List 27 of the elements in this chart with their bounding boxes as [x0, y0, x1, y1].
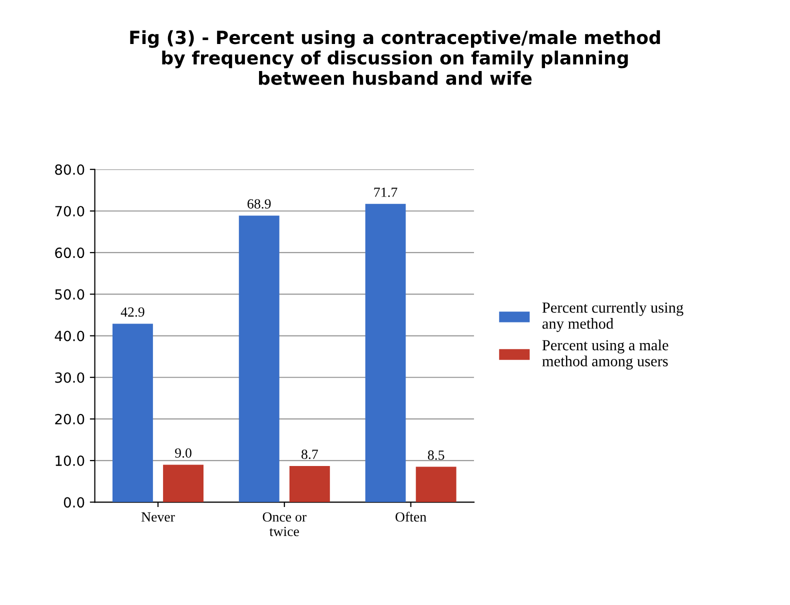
data-label: 8.7 [302, 450, 318, 460]
y-tick-label: 60.0 [55, 248, 84, 258]
bar [112, 324, 153, 502]
bar [163, 464, 204, 502]
x-tick-label: Never [141, 512, 175, 522]
legend-label: Percent currently using any method [542, 302, 684, 332]
data-label: 68.9 [248, 199, 271, 209]
chart-title: Fig (3) - Percent using a contraceptive/male method by frequency of discussion on family planning between husband and wife [130, 30, 660, 85]
data-label: 9.0 [175, 448, 192, 458]
bar [416, 466, 456, 502]
y-tick-label: 30.0 [55, 372, 84, 383]
bar [365, 204, 406, 502]
y-tick-label: 40.0 [54, 330, 84, 342]
y-tick-label: 80.0 [55, 164, 84, 175]
y-tick-label: 10.0 [56, 456, 84, 466]
legend-label: Percent using a male method among users [542, 340, 668, 370]
data-label: 8.5 [428, 450, 444, 460]
y-tick-label: 50.0 [55, 289, 84, 300]
y-tick-label: 20.0 [55, 414, 84, 424]
bar [238, 216, 280, 502]
y-tick-label: 70.0 [55, 206, 84, 216]
data-label: 71.7 [374, 188, 398, 197]
x-tick-label: Once or twice [262, 512, 306, 536]
data-label: 42.9 [120, 307, 144, 317]
bar [289, 466, 330, 502]
y-tick-label: 0.0 [64, 497, 84, 508]
x-tick-label: Often [396, 512, 426, 522]
